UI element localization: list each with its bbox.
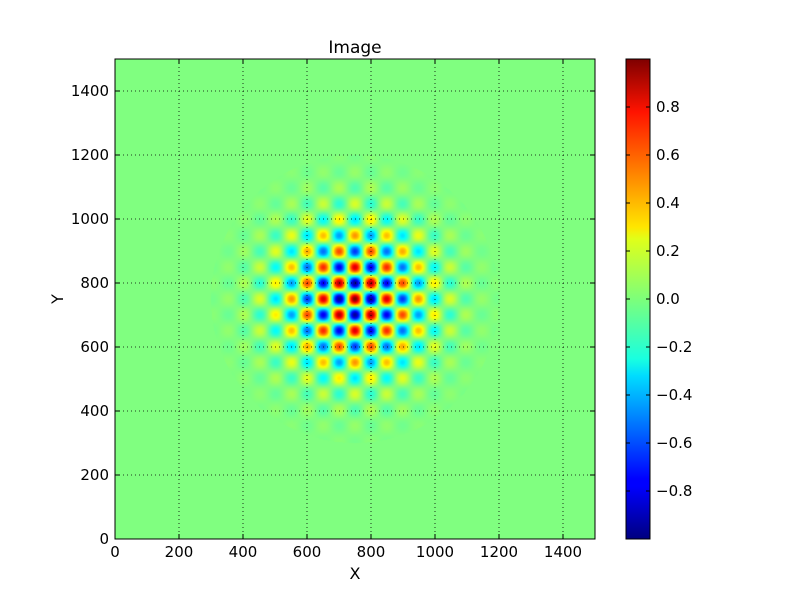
colorbar-tick-label: 0.6 bbox=[656, 146, 680, 164]
y-axis-ticks: 0 200 400 600 800 1000 1200 1400 bbox=[71, 82, 595, 548]
x-axis-label: X bbox=[350, 564, 361, 583]
y-tick-label: 800 bbox=[80, 274, 109, 292]
colorbar-tick-label: 0.8 bbox=[656, 98, 680, 116]
x-tick-label: 1000 bbox=[416, 543, 454, 561]
x-tick-label: 1400 bbox=[544, 543, 582, 561]
y-tick-label: 200 bbox=[80, 466, 109, 484]
y-tick-label: 400 bbox=[80, 402, 109, 420]
colorbar: −0.8 −0.6 −0.4 −0.2 0.0 0.2 0.4 0.6 0.8 bbox=[625, 58, 692, 540]
plot-area: 0 200 400 600 800 1000 1200 1400 0 200 400 600 800 1… bbox=[71, 58, 596, 561]
x-tick-label: 600 bbox=[293, 543, 322, 561]
colorbar-tick-label: 0.4 bbox=[656, 194, 680, 212]
y-tick-label: 1200 bbox=[71, 146, 109, 164]
x-tick-label: 200 bbox=[165, 543, 194, 561]
y-tick-label: 0 bbox=[99, 530, 109, 548]
y-tick-label: 1000 bbox=[71, 210, 109, 228]
y-axis-label: Y bbox=[48, 294, 67, 305]
x-tick-label: 400 bbox=[229, 543, 258, 561]
colorbar-tick-label: 0.2 bbox=[656, 242, 680, 260]
x-axis-ticks: 0 200 400 600 800 1000 1200 1400 bbox=[110, 59, 582, 561]
grid-lines bbox=[115, 59, 595, 539]
colorbar-tick-label: 0.0 bbox=[656, 290, 680, 308]
colorbar-tick-label: −0.8 bbox=[656, 482, 692, 500]
x-tick-label: 800 bbox=[357, 543, 386, 561]
x-tick-label: 1200 bbox=[480, 543, 518, 561]
colorbar-tick-label: −0.6 bbox=[656, 434, 692, 452]
plot-frame bbox=[114, 58, 596, 540]
y-tick-label: 600 bbox=[80, 338, 109, 356]
y-tick-label: 1400 bbox=[71, 82, 109, 100]
chart-title: Image bbox=[328, 38, 381, 58]
x-tick-label: 0 bbox=[110, 543, 120, 561]
colorbar-tick-label: −0.2 bbox=[656, 338, 692, 356]
colorbar-tick-label: −0.4 bbox=[656, 386, 692, 404]
colorbar-ticks: −0.8 −0.6 −0.4 −0.2 0.0 0.2 0.4 0.6 0.8 bbox=[626, 98, 692, 500]
